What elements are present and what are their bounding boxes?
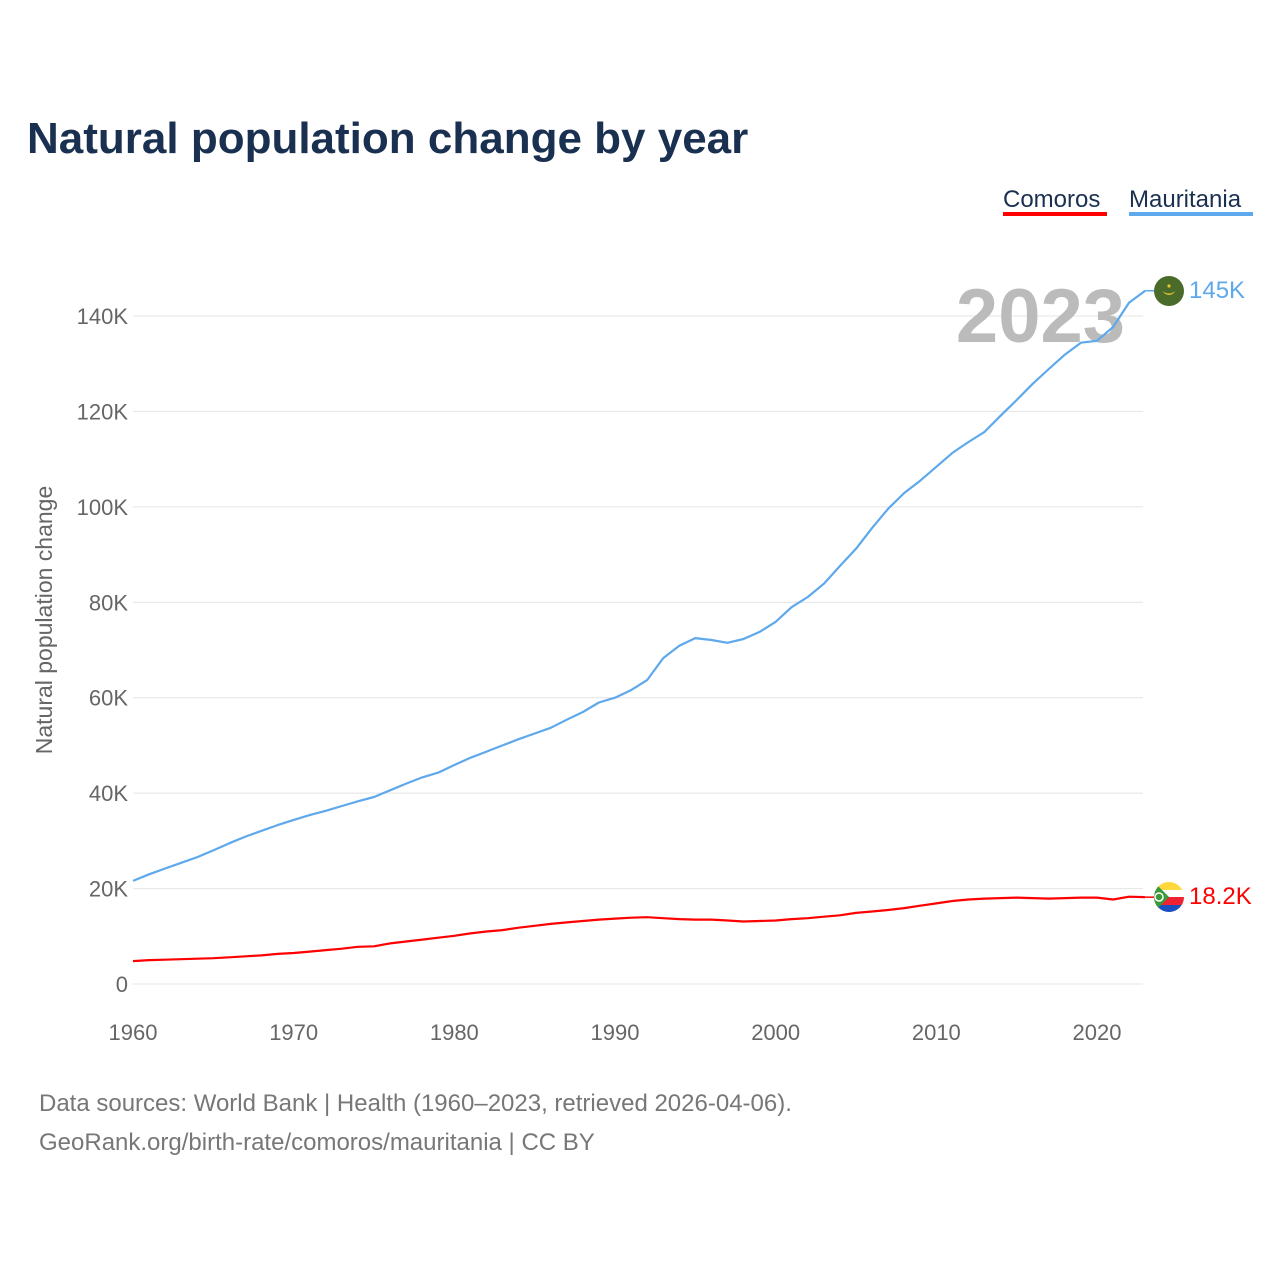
legend-comoros-swatch [1003, 212, 1107, 216]
y-tick-label: 0 [116, 972, 128, 997]
legend-mauritania-swatch [1129, 212, 1253, 216]
comoros-flag-icon [1154, 882, 1184, 912]
x-tick-label: 2010 [912, 1020, 961, 1045]
y-tick-label: 40K [89, 781, 128, 806]
x-tick-label: 1960 [109, 1020, 158, 1045]
legend-comoros[interactable]: Comoros [1003, 186, 1100, 213]
y-axis: 0 20K 40K 60K 80K 100K 120K 140K [77, 304, 129, 997]
y-tick-label: 120K [77, 399, 129, 424]
chart-title: Natural population change by year [27, 114, 748, 163]
y-tick-label: 100K [77, 495, 129, 520]
mauritania-flag-icon [1154, 276, 1184, 306]
series-line-comoros [132, 895, 1146, 963]
y-tick-label: 60K [89, 686, 128, 711]
x-tick-label: 1980 [430, 1020, 479, 1045]
series-line-mauritania [132, 289, 1146, 882]
x-tick-label: 1990 [591, 1020, 640, 1045]
y-tick-label: 80K [89, 590, 128, 615]
x-tick-label: 2020 [1073, 1020, 1122, 1045]
x-tick-label: 1970 [269, 1020, 318, 1045]
mauritania-end-label: 145K [1189, 277, 1245, 304]
y-axis-label: Natural population change [31, 486, 57, 755]
grid [133, 315, 1143, 985]
x-tick-label: 2000 [751, 1020, 800, 1045]
legend: Comoros Mauritania [1003, 186, 1253, 216]
legend-mauritania[interactable]: Mauritania [1129, 186, 1242, 213]
series-lines [132, 289, 1156, 963]
footer-link[interactable]: GeoRank.org/birth-rate/comoros/mauritani… [39, 1129, 595, 1156]
x-axis: 1960 1970 1980 1990 2000 2010 2020 [109, 1020, 1122, 1045]
comoros-end-label: 18.2K [1189, 883, 1252, 910]
y-tick-label: 20K [89, 877, 128, 902]
year-label: 2023 [956, 274, 1125, 359]
y-tick-label: 140K [77, 304, 129, 329]
footer-sources: Data sources: World Bank | Health (1960–… [39, 1090, 792, 1117]
